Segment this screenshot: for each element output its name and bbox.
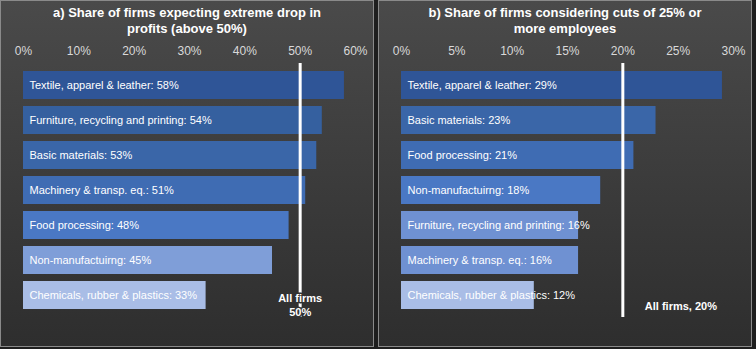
svg-text:Textile, apparel & leather: 58: Textile, apparel & leather: 58%: [30, 79, 179, 91]
svg-text:Food processing: 48%: Food processing: 48%: [30, 219, 140, 231]
svg-text:15%: 15%: [555, 44, 579, 58]
svg-text:Machinery & transp. eq.: 16%: Machinery & transp. eq.: 16%: [408, 254, 553, 266]
svg-text:50%: 50%: [288, 44, 312, 58]
svg-text:Basic materials: 23%: Basic materials: 23%: [408, 114, 511, 126]
svg-text:30%: 30%: [721, 44, 745, 58]
svg-text:25%: 25%: [666, 44, 690, 58]
svg-text:All firms50%: All firms50%: [278, 292, 322, 317]
html-text:b) Share of firms considering: b) Share of firms considering cuts of 25…: [428, 5, 702, 36]
svg-text:0%: 0%: [15, 44, 33, 58]
svg-text:60%: 60%: [343, 44, 367, 58]
svg-text:20%: 20%: [122, 44, 146, 58]
svg-text:Chemicals, rubber & plastics:: Chemicals, rubber & plastics: 12%: [408, 289, 576, 301]
svg-text:Chemicals, rubber & plastics:: Chemicals, rubber & plastics: 33%: [30, 289, 198, 301]
svg-text:Food processing: 21%: Food processing: 21%: [408, 149, 518, 161]
svg-text:5%: 5%: [448, 44, 466, 58]
svg-text:All firms, 20%: All firms, 20%: [645, 300, 717, 312]
svg-text:0%: 0%: [393, 44, 411, 58]
svg-text:Basic materials: 53%: Basic materials: 53%: [30, 149, 133, 161]
svg-text:Furniture, recycling and print: Furniture, recycling and printing: 54%: [30, 114, 212, 126]
svg-text:Non-manufactuirng: 18%: Non-manufactuirng: 18%: [408, 184, 530, 196]
svg-text:Textile, apparel & leather: 29: Textile, apparel & leather: 29%: [408, 79, 557, 91]
svg-text:30%: 30%: [177, 44, 201, 58]
svg-text:20%: 20%: [611, 44, 635, 58]
svg-text:Furniture, recycling and print: Furniture, recycling and printing: 16%: [408, 219, 590, 231]
svg-text:10%: 10%: [67, 44, 91, 58]
svg-text:10%: 10%: [500, 44, 524, 58]
svg-text:Machinery & transp. eq.: 51%: Machinery & transp. eq.: 51%: [30, 184, 175, 196]
html-text:a) Share of firms expecting ex: a) Share of firms expecting extreme drop…: [53, 5, 321, 36]
svg-text:40%: 40%: [233, 44, 257, 58]
svg-text:Non-manufactuirng: 45%: Non-manufactuirng: 45%: [30, 254, 152, 266]
